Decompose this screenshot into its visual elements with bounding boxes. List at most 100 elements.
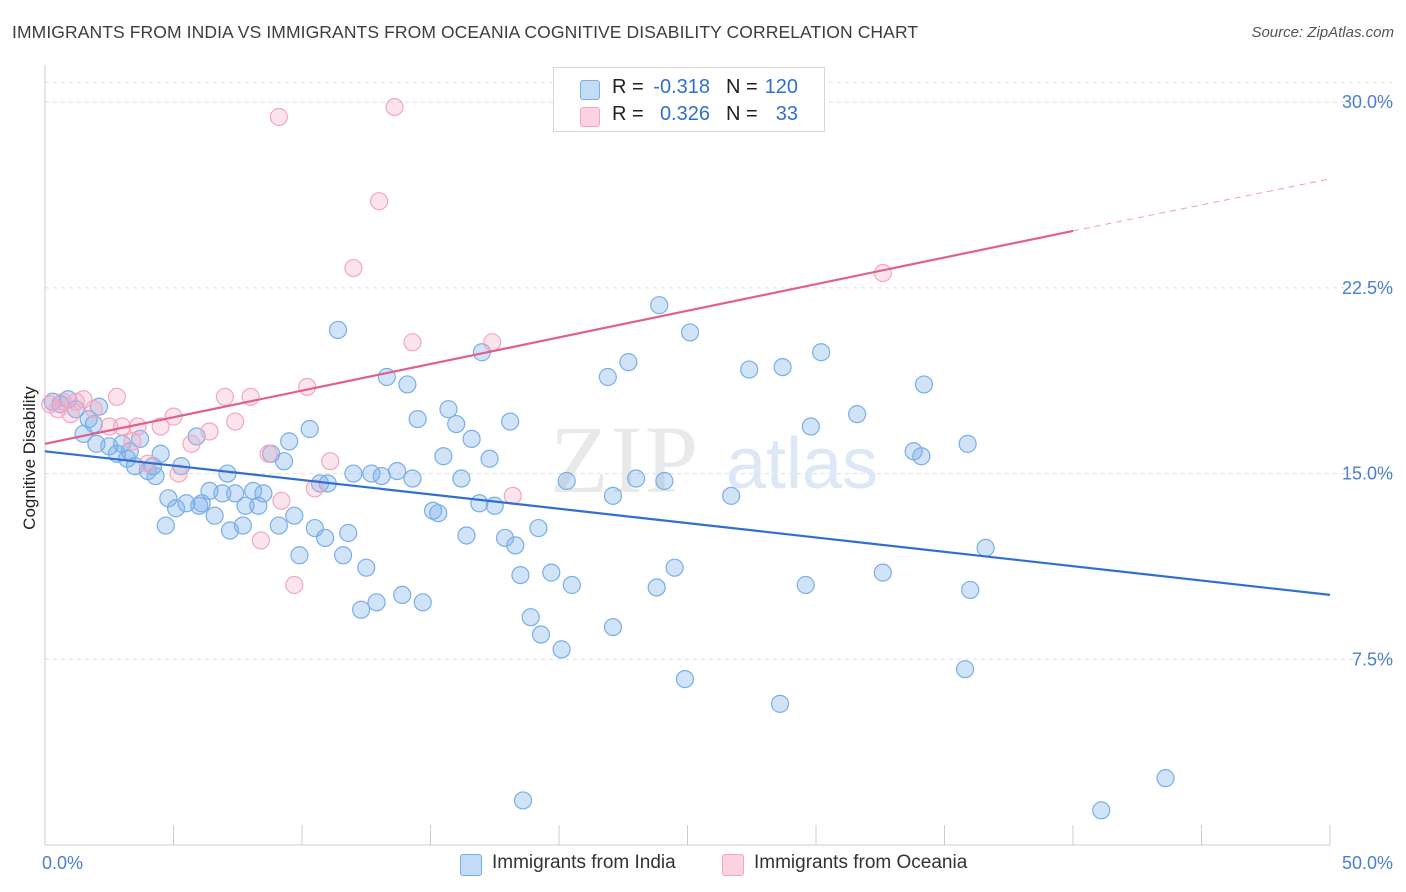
india-point	[955, 660, 975, 679]
india-point	[280, 432, 299, 451]
india-point	[513, 791, 533, 810]
india-point	[1092, 801, 1111, 820]
india-point	[603, 617, 623, 637]
india-point	[205, 506, 224, 525]
india-point	[976, 538, 995, 557]
india-point	[151, 444, 170, 463]
india-point	[655, 471, 674, 491]
oceania-point	[873, 263, 892, 283]
series-oceania	[41, 97, 892, 595]
trend-lines	[44, 178, 1331, 596]
legend-row-oceania: R = 0.326 N = 33	[554, 103, 824, 131]
india-swatch	[580, 80, 600, 100]
oceania-n-value: 33	[775, 103, 798, 125]
oceania-point	[84, 400, 103, 419]
oceania-point	[305, 479, 324, 498]
india-point	[495, 528, 515, 548]
india-point	[290, 546, 309, 565]
india-point	[403, 469, 422, 488]
oceania-point	[226, 412, 245, 431]
india-point	[236, 496, 255, 515]
india-point	[457, 526, 476, 545]
x-tick-label-min: 0.0%	[42, 853, 83, 873]
legend-row-india: R = -0.318 N = 120	[554, 76, 824, 104]
oceania-point	[215, 387, 234, 406]
oceania-legend-swatch	[722, 854, 744, 876]
india-point	[914, 375, 934, 394]
india-point	[300, 419, 319, 439]
oceania-trend-line	[44, 229, 1074, 445]
india-point	[352, 600, 371, 619]
watermark-atlas: atlas	[726, 424, 878, 504]
india-point	[439, 400, 458, 419]
oceania-point	[370, 192, 389, 211]
india-point	[470, 494, 489, 513]
india-point	[812, 343, 831, 362]
oceania-point	[285, 575, 304, 595]
oceania-point	[269, 107, 288, 127]
legend-n-label: N =	[726, 103, 758, 125]
india-point	[79, 409, 98, 429]
india-point	[506, 536, 525, 555]
x-tick-label-max: 50.0%	[1342, 853, 1393, 873]
watermark-zip: ZIP	[550, 406, 700, 513]
india-point	[531, 625, 551, 644]
india-legend-swatch	[460, 854, 482, 876]
india-point	[344, 464, 363, 483]
india-point	[740, 360, 759, 379]
india-point	[387, 461, 407, 481]
oceania-point	[385, 97, 404, 117]
india-point	[328, 320, 348, 340]
india-point	[557, 471, 576, 491]
india-point	[398, 375, 417, 394]
india-point	[511, 565, 530, 585]
india-point	[393, 585, 412, 605]
y-tick-label: 7.5%	[1352, 649, 1393, 669]
india-n-value: 120	[764, 76, 798, 98]
legend-r-label: R =	[612, 103, 644, 125]
legend-n-label: N =	[726, 76, 758, 98]
india-point	[156, 516, 175, 535]
india-point	[521, 608, 540, 627]
india-trend-line	[44, 450, 1331, 596]
india-point	[274, 452, 294, 471]
india-point	[1156, 769, 1175, 788]
y-tick-label: 22.5%	[1342, 278, 1393, 298]
india-point	[166, 499, 186, 518]
source-label: Source: ZipAtlas.com	[1251, 24, 1394, 41]
india-point	[912, 447, 931, 466]
india-point	[665, 558, 684, 577]
india-point	[722, 486, 741, 505]
oceania-point	[182, 434, 201, 453]
india-point	[796, 575, 815, 595]
india-point	[339, 523, 358, 543]
india-point	[218, 464, 237, 483]
oceania-point	[272, 491, 291, 510]
india-point	[773, 357, 792, 377]
india-point	[562, 575, 581, 595]
india-point	[213, 484, 232, 503]
india-point	[598, 367, 617, 387]
india-point	[961, 580, 980, 600]
india-point	[675, 669, 695, 689]
oceania-swatch	[580, 107, 600, 127]
india-point	[285, 506, 304, 525]
y-tick-label: 15.0%	[1342, 464, 1393, 484]
oceania-r-value: 0.326	[659, 103, 710, 125]
oceania-point	[298, 377, 317, 397]
india-point	[254, 484, 273, 503]
oceania-point	[321, 452, 340, 471]
india-point	[501, 412, 520, 431]
chart-title: IMMIGRANTS FROM INDIA VS IMMIGRANTS FROM…	[12, 22, 919, 42]
oceania-point	[169, 464, 188, 483]
india-point	[462, 429, 481, 449]
oceania-point	[151, 417, 170, 436]
india-point	[770, 694, 790, 713]
oceania-point	[251, 531, 270, 550]
india-point	[316, 528, 335, 548]
india-point	[408, 409, 427, 429]
india-point	[680, 323, 700, 342]
india-point	[480, 449, 499, 468]
india-point	[372, 466, 391, 486]
india-point	[801, 417, 820, 436]
